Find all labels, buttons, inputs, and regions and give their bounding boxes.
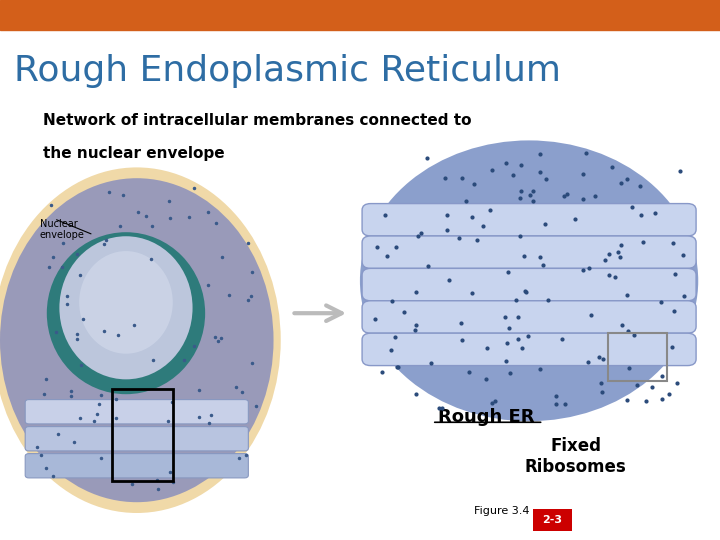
Text: the nuclear envelope: the nuclear envelope <box>43 146 225 161</box>
FancyBboxPatch shape <box>362 301 696 333</box>
Ellipse shape <box>47 232 205 394</box>
Text: Nuclear
envelope: Nuclear envelope <box>40 219 84 240</box>
Text: Fixed
Ribosomes: Fixed Ribosomes <box>525 437 626 476</box>
Text: Rough ER: Rough ER <box>438 408 534 426</box>
Ellipse shape <box>360 140 698 421</box>
FancyBboxPatch shape <box>362 236 696 268</box>
Text: Rough Endoplasmic Reticulum: Rough Endoplasmic Reticulum <box>14 54 562 88</box>
Bar <box>608 333 667 381</box>
FancyBboxPatch shape <box>25 400 248 424</box>
Text: 2-3: 2-3 <box>542 515 562 525</box>
Text: Network of intracellular membranes connected to: Network of intracellular membranes conne… <box>43 113 472 129</box>
Ellipse shape <box>0 167 281 513</box>
FancyBboxPatch shape <box>533 509 572 531</box>
Bar <box>112 389 173 481</box>
Bar <box>0 0 720 30</box>
FancyBboxPatch shape <box>362 204 696 236</box>
Text: Figure 3.4: Figure 3.4 <box>474 505 529 516</box>
Ellipse shape <box>79 251 173 354</box>
Ellipse shape <box>0 178 274 502</box>
FancyBboxPatch shape <box>362 333 696 366</box>
Ellipse shape <box>59 237 192 379</box>
FancyBboxPatch shape <box>25 427 248 451</box>
FancyBboxPatch shape <box>25 454 248 478</box>
FancyBboxPatch shape <box>362 268 696 301</box>
